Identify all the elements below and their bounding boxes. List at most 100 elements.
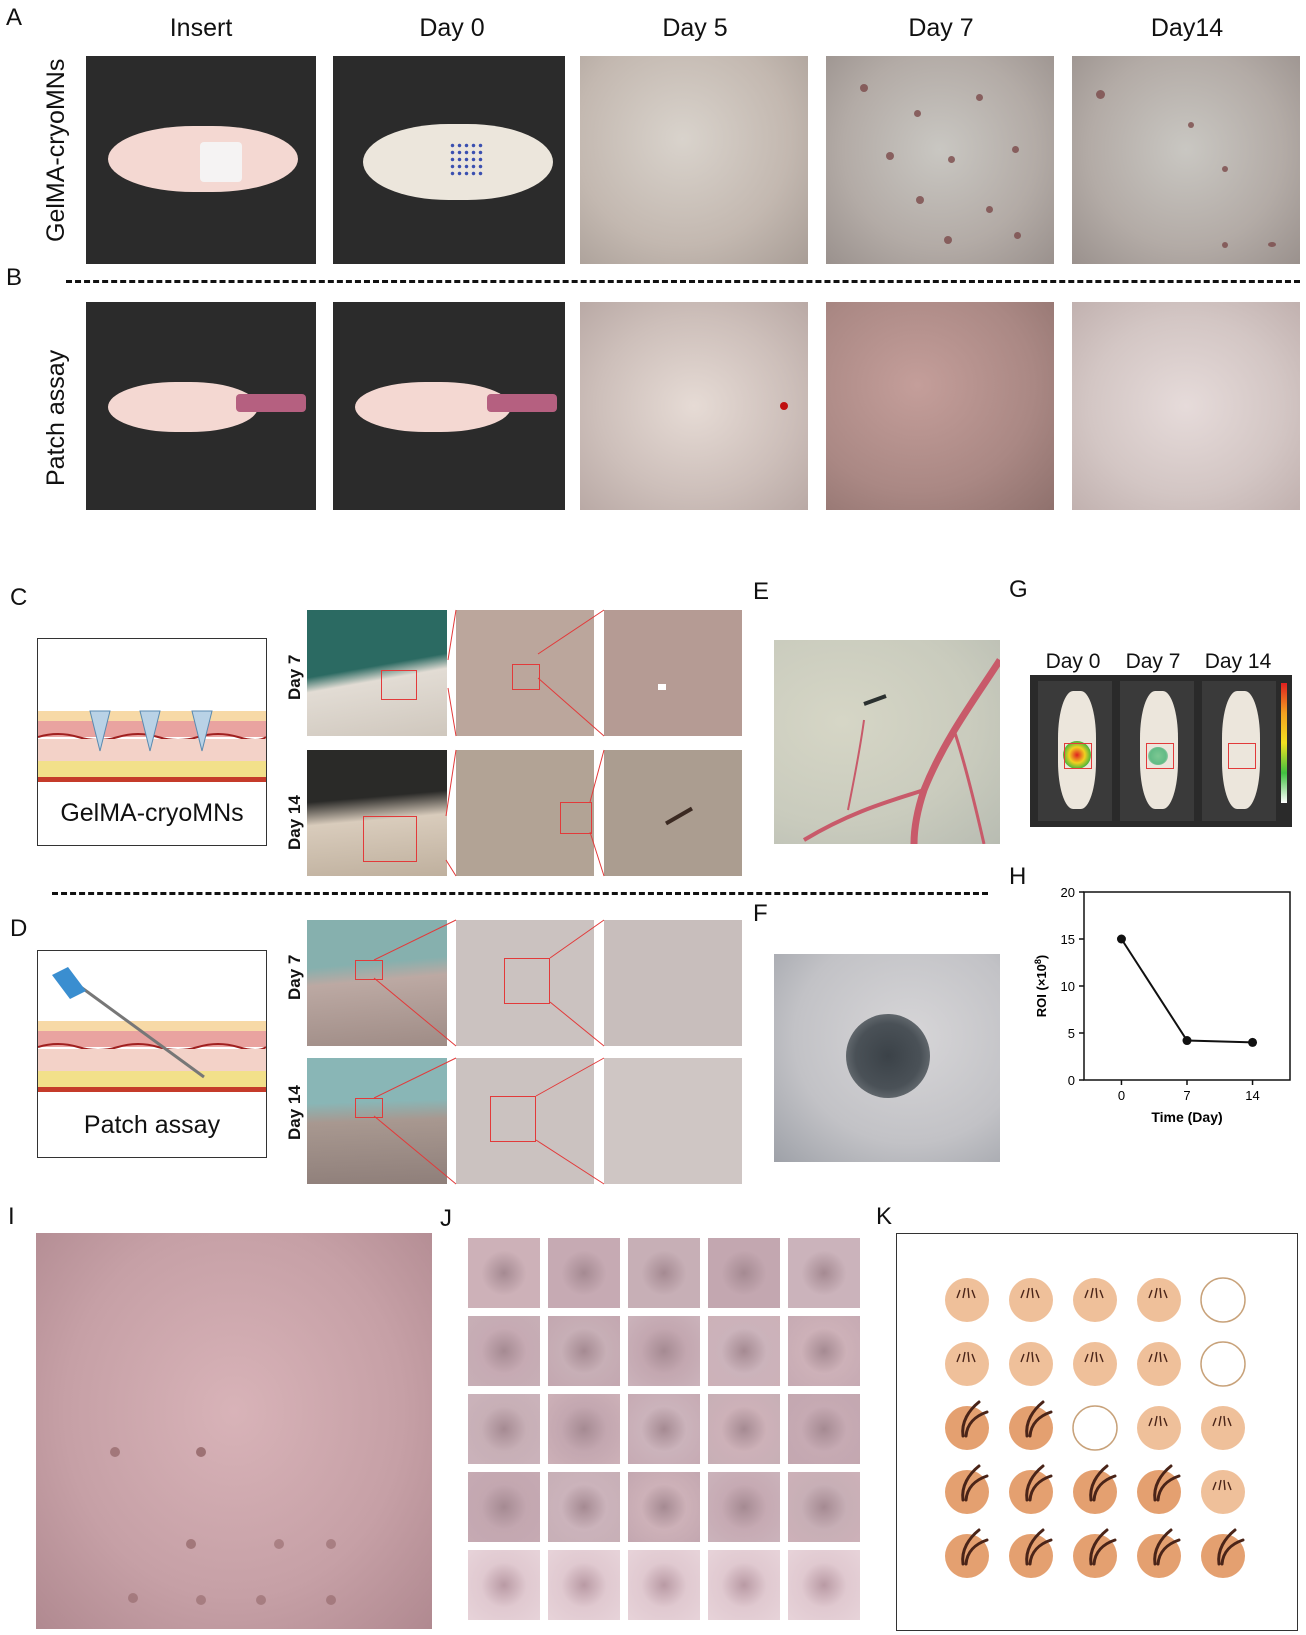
column-header-day0: Day 0	[419, 14, 485, 42]
large-hair-icon	[1025, 1528, 1053, 1566]
small-hair-icon	[1084, 1351, 1104, 1363]
roi-chart: 0 5 10 15 20 0 7 14 Time (Day) ROI (×108)	[1033, 885, 1291, 1125]
small-hair-icon	[1020, 1351, 1040, 1363]
grid-j-tile	[468, 1316, 540, 1386]
vessels-e	[802, 658, 1000, 844]
imaging-label-day0: Day 0	[1045, 650, 1101, 673]
panel-label-j: J	[440, 1205, 452, 1232]
photo-e	[774, 640, 1000, 844]
small-hair-icon	[1212, 1415, 1232, 1427]
grid-j-tile	[708, 1316, 780, 1386]
grid-j-tile	[708, 1238, 780, 1308]
grid-j-tile	[788, 1550, 860, 1620]
data-point	[1182, 1036, 1192, 1046]
zoom-c-day7-1	[307, 610, 447, 736]
zoom-c-day7-2	[456, 610, 594, 736]
zoom-c-day14-3	[604, 750, 742, 876]
column-header-day5: Day 5	[662, 14, 728, 42]
large-hair-icon	[1025, 1464, 1053, 1502]
grid-j-tile	[468, 1394, 540, 1464]
follicle-site	[945, 1342, 989, 1386]
zoom-d-day7-3	[604, 920, 742, 1046]
y-tick-label: 10	[1061, 979, 1075, 994]
zoom-d-day7-1	[307, 920, 447, 1046]
zoom-d-day7-2	[456, 920, 594, 1046]
small-hair-icon	[1084, 1287, 1104, 1299]
grid-j-tile	[788, 1316, 860, 1386]
photo-a-day5	[580, 56, 808, 264]
chart-plot-frame	[1083, 891, 1291, 1081]
photo-b-day7	[826, 302, 1054, 510]
photo-b-day5	[580, 302, 808, 510]
grid-j-tile	[628, 1472, 700, 1542]
schematic-c-caption: GelMA-cryoMNs	[60, 799, 244, 827]
panel-label-b: B	[6, 264, 23, 291]
grid-j-tile	[708, 1550, 780, 1620]
large-hair-icon	[961, 1464, 989, 1502]
large-hair-icon	[1217, 1528, 1245, 1566]
grid-j-tile	[548, 1472, 620, 1542]
empty-follicle-site	[1200, 1341, 1246, 1387]
schematic-c: GelMA-cryoMNs	[37, 638, 267, 846]
large-hair-icon	[961, 1528, 989, 1566]
grid-j-tile	[468, 1550, 540, 1620]
panel-label-a: A	[6, 4, 23, 31]
x-axis-label: Time (Day)	[1151, 1109, 1222, 1125]
large-hair-icon	[1089, 1464, 1117, 1502]
grid-j-tile	[548, 1394, 620, 1464]
panel-label-g: G	[1009, 576, 1028, 603]
small-hair-icon	[1148, 1415, 1168, 1427]
divider-cd	[52, 892, 988, 895]
follicle-site	[1137, 1342, 1181, 1386]
panel-label-f: F	[753, 900, 768, 927]
divider-ab	[66, 280, 1300, 283]
grid-j-tile	[788, 1238, 860, 1308]
zoom-c-day7-3	[604, 610, 742, 736]
grid-j-tile	[628, 1550, 700, 1620]
photo-b-day14	[1072, 302, 1300, 510]
panel-label-d: D	[10, 915, 28, 942]
y-tick-label: 0	[1068, 1073, 1075, 1088]
large-hair-icon	[1153, 1464, 1181, 1502]
grid-j-tile	[468, 1238, 540, 1308]
photo-a-day0	[333, 56, 565, 264]
panel-label-i: I	[8, 1203, 15, 1230]
y-tick-label: 20	[1061, 885, 1075, 900]
x-tick-label: 14	[1245, 1088, 1259, 1103]
small-hair-icon	[1020, 1287, 1040, 1299]
empty-follicle-site	[1072, 1405, 1118, 1451]
small-hair-icon	[956, 1351, 976, 1363]
column-header-insert: Insert	[169, 14, 233, 42]
grid-j-tile	[708, 1472, 780, 1542]
grid-k-frame	[896, 1233, 1298, 1631]
panel-label-k: K	[876, 1203, 893, 1230]
zoom-c-day14-2	[456, 750, 594, 876]
photo-a-day14	[1072, 56, 1300, 264]
zoom-connectors-c	[445, 609, 605, 877]
grid-j-tile	[548, 1238, 620, 1308]
y-tick-label: 15	[1061, 932, 1075, 947]
grid-j-tile	[708, 1394, 780, 1464]
imaging-label-day14: Day 14	[1204, 650, 1272, 673]
follicle-site	[1137, 1278, 1181, 1322]
follicle-site	[1073, 1342, 1117, 1386]
panel-label-c: C	[10, 584, 28, 611]
column-header-day14: Day14	[1150, 14, 1224, 42]
schematic-d-caption: Patch assay	[83, 1111, 221, 1139]
photo-b-day0	[333, 302, 565, 510]
data-point	[1248, 1037, 1258, 1047]
needle-schematic-d	[37, 967, 267, 1092]
zoom-c-day14-1	[307, 750, 447, 876]
photo-a-insert	[86, 56, 316, 264]
follicle-site	[1009, 1342, 1053, 1386]
y-tick-label: 5	[1068, 1026, 1075, 1041]
grid-j-tile	[628, 1238, 700, 1308]
column-header-day7: Day 7	[908, 14, 974, 42]
large-hair-icon	[1153, 1528, 1181, 1566]
grid-j-tile	[788, 1394, 860, 1464]
row-label-patch: Patch assay	[42, 349, 70, 486]
follicle-site	[1201, 1406, 1245, 1450]
x-tick-label: 0	[1118, 1088, 1125, 1103]
follicle-site	[945, 1278, 989, 1322]
large-hair-icon	[1089, 1528, 1117, 1566]
